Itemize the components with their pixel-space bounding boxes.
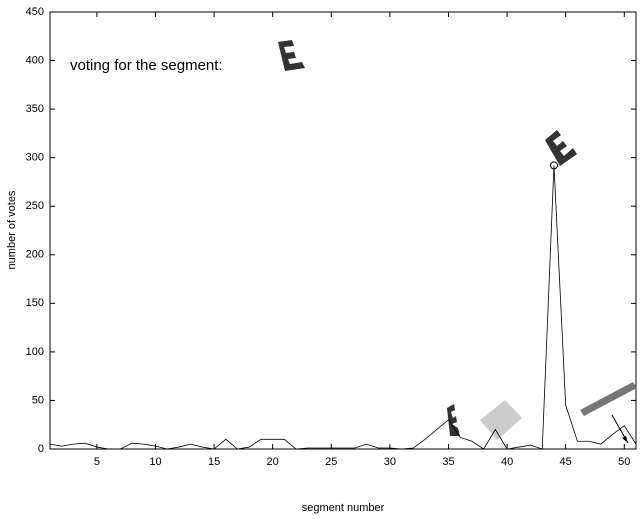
x-tick-label: 30: [384, 456, 396, 468]
segment-image: [278, 40, 637, 440]
chart: voting for the segment: segment number n…: [0, 0, 641, 519]
plot-frame: [50, 12, 636, 449]
x-tick-label: 20: [267, 456, 279, 468]
y-tick-label: 450: [26, 6, 44, 18]
x-tick-label: 40: [501, 456, 513, 468]
y-tick-label: 150: [26, 297, 44, 309]
y-tick-label: 50: [32, 394, 44, 406]
x-axis-label: segment number: [302, 502, 385, 514]
x-tick-label: 10: [149, 456, 161, 468]
data-line: [50, 165, 636, 449]
y-tick-label: 250: [26, 200, 44, 212]
x-tick-label: 45: [560, 456, 572, 468]
y-tick-label: 350: [26, 103, 44, 115]
x-tick-label: 25: [325, 456, 337, 468]
y-tick-label: 0: [38, 443, 44, 455]
x-tick-label: 5: [94, 456, 100, 468]
x-tick-label: 15: [208, 456, 220, 468]
y-axis-label: number of votes: [6, 190, 18, 269]
x-tick-label: 50: [618, 456, 630, 468]
y-tick-label: 400: [26, 54, 44, 66]
y-tick-label: 100: [26, 346, 44, 358]
x-tick-label: 35: [442, 456, 454, 468]
y-tick-label: 200: [26, 249, 44, 261]
y-tick-label: 300: [26, 152, 44, 164]
annotation: voting for the segment:: [70, 57, 223, 74]
arrow-head: [622, 436, 628, 443]
